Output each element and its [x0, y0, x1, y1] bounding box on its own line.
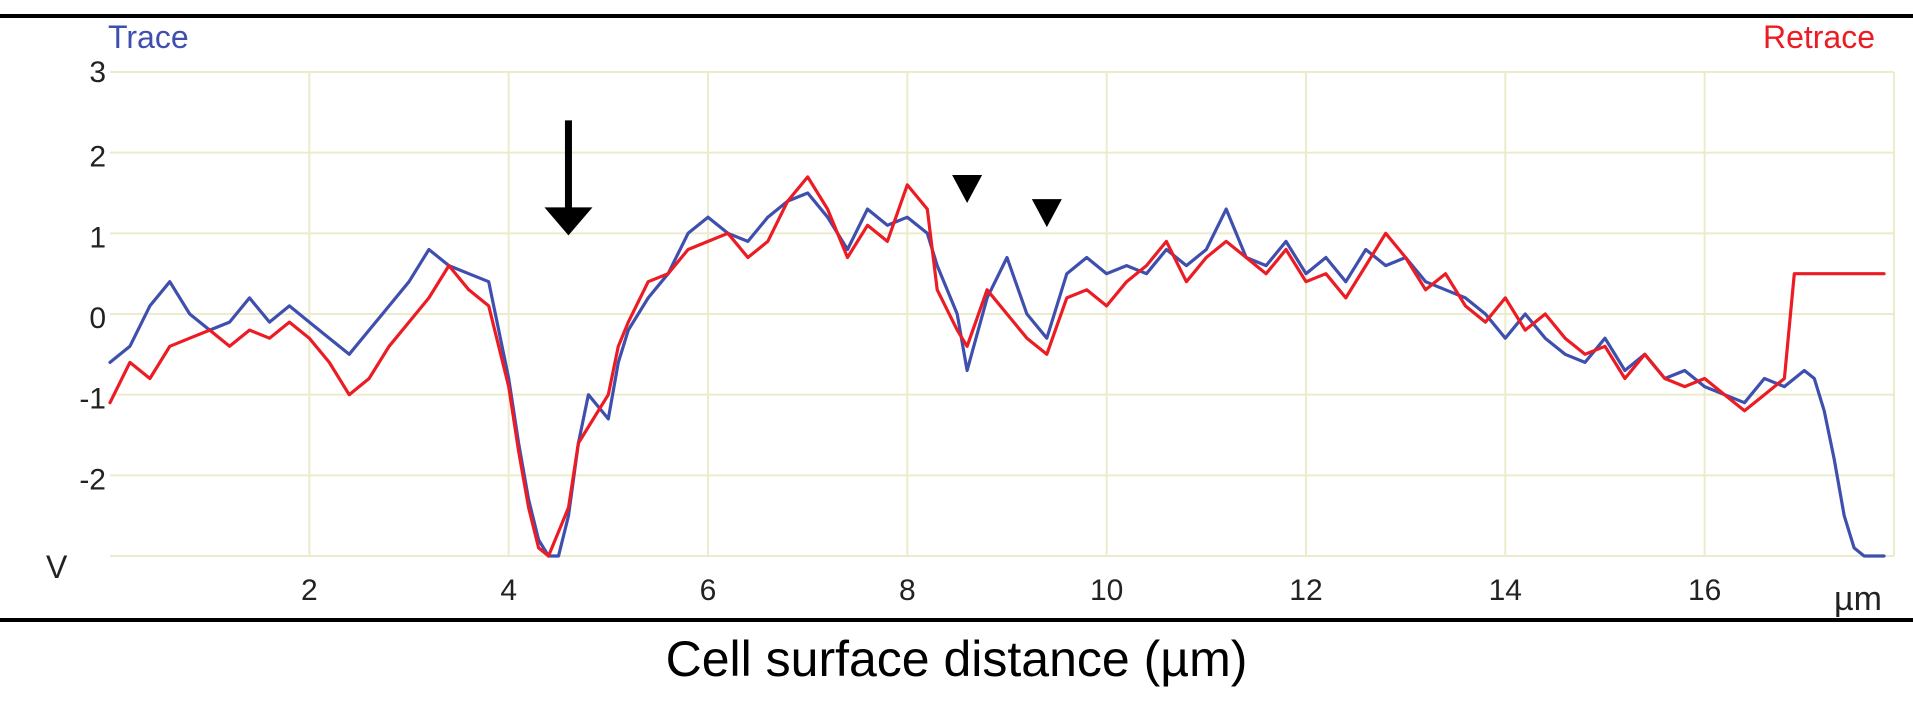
- y-tick-label: 1: [89, 221, 106, 254]
- annotation-arrowhead: [1031, 199, 1062, 228]
- y-unit-label: V: [46, 549, 68, 585]
- x-tick-label: 12: [1289, 574, 1322, 607]
- x-tick-label: 6: [700, 574, 717, 607]
- y-tick-label: -1: [79, 383, 106, 416]
- annotation-arrow-head: [544, 207, 593, 236]
- annotation-arrowhead: [952, 174, 983, 203]
- x-tick-label: 8: [899, 574, 916, 607]
- x-tick-label: 10: [1090, 574, 1123, 607]
- series-line-retrace: [108, 175, 1886, 558]
- legend-trace: Trace: [108, 19, 189, 55]
- legend-retrace: Retrace: [1763, 19, 1875, 55]
- y-tick-label: -2: [79, 463, 106, 496]
- x-tick-label: 16: [1688, 574, 1721, 607]
- y-tick-label: 0: [89, 302, 106, 335]
- x-tick-label: 2: [301, 574, 318, 607]
- x-unit-label: µm: [1834, 580, 1882, 618]
- y-tick-label: 3: [89, 56, 106, 89]
- y-tick-label: 2: [89, 141, 106, 174]
- chart-caption: Cell surface distance (µm): [665, 631, 1248, 687]
- x-tick-label: 14: [1489, 574, 1522, 607]
- x-tick-label: 4: [500, 574, 517, 607]
- series-line-trace: [108, 191, 1886, 558]
